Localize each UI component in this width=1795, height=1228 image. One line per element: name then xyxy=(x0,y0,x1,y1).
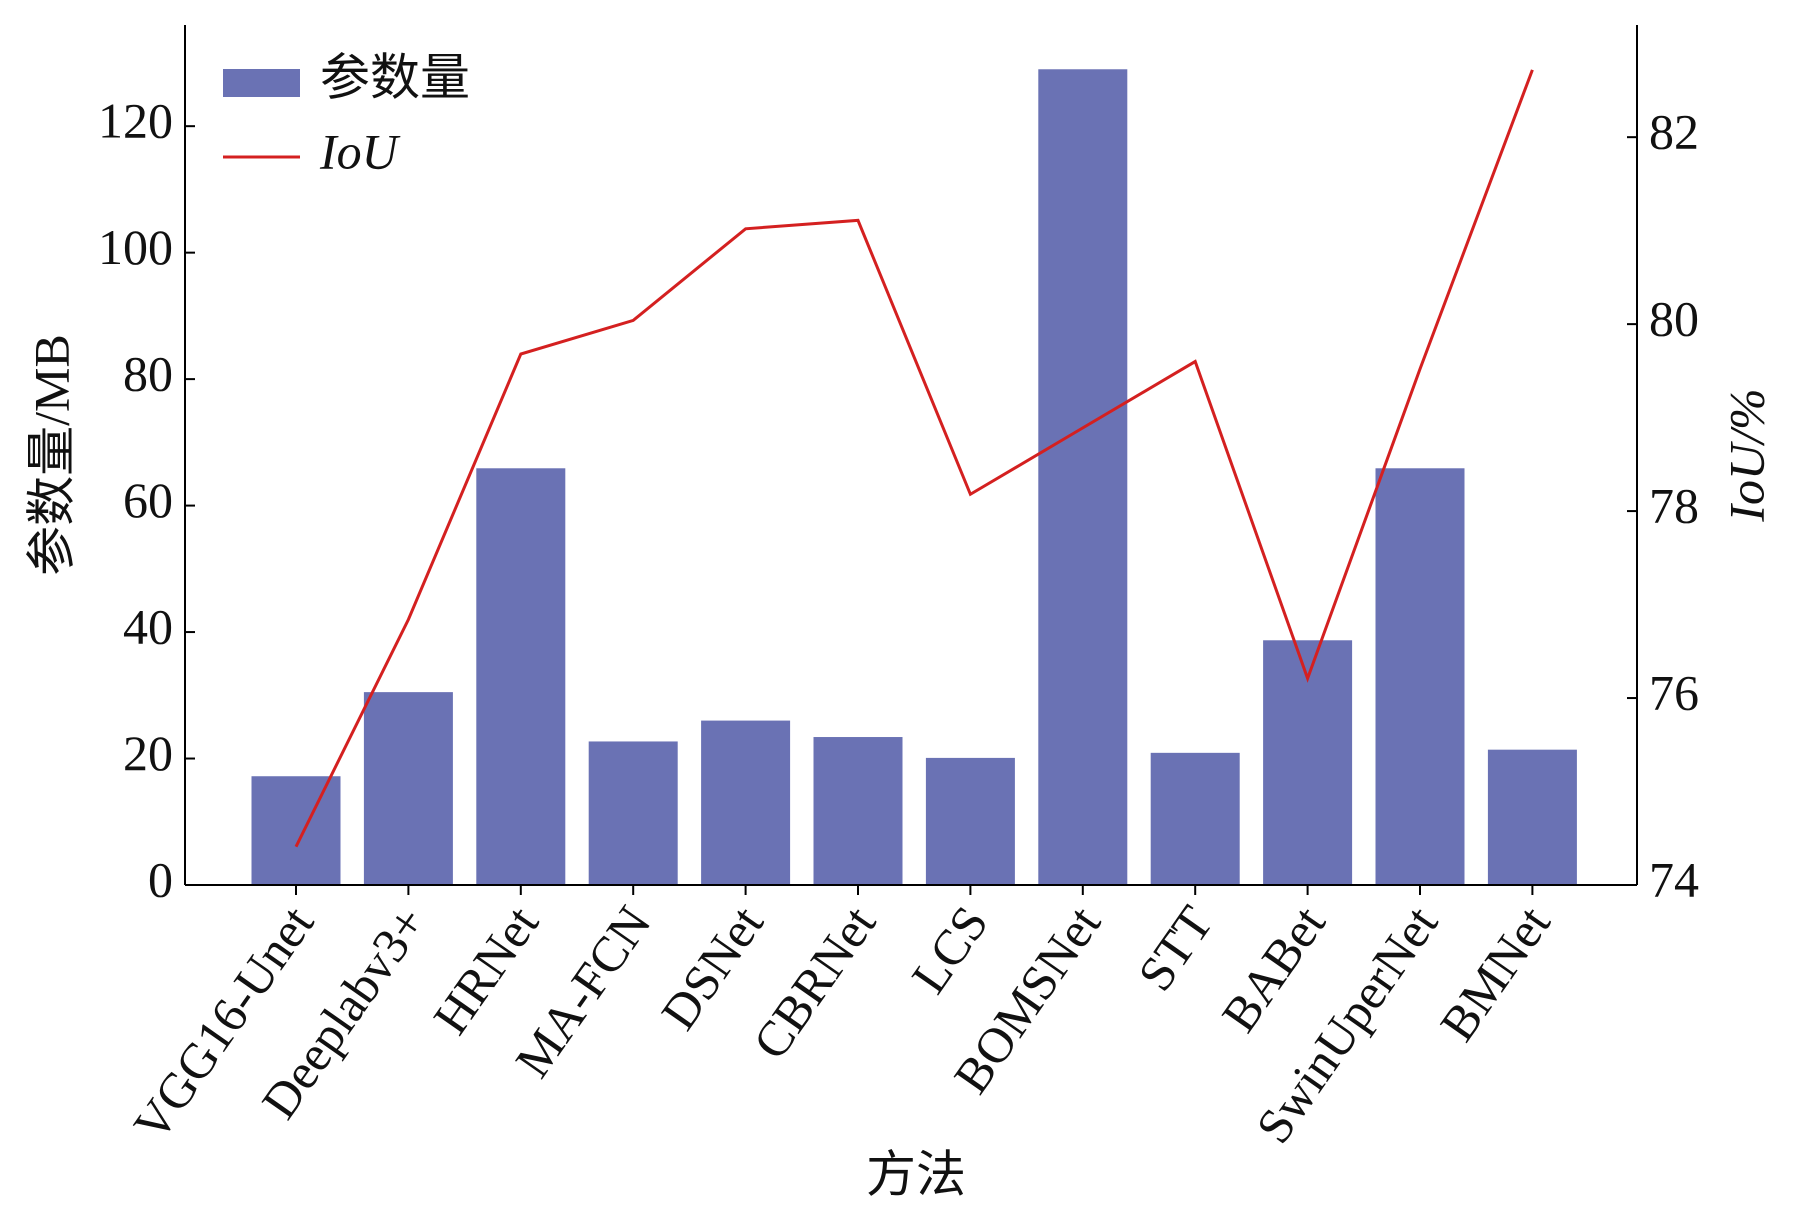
bar xyxy=(1038,69,1128,885)
y-tick-label: 20 xyxy=(123,725,173,781)
bar xyxy=(251,776,341,885)
bar xyxy=(1375,468,1465,885)
y-tick-label: 0 xyxy=(148,851,173,907)
x-tick-label: BMNet xyxy=(1429,896,1561,1051)
x-axis-label: 方法 xyxy=(866,1146,966,1202)
x-tick-label: LCS xyxy=(900,896,998,1003)
bar xyxy=(1150,752,1240,885)
y2-axis-label: IoU/% xyxy=(1718,388,1774,522)
bar xyxy=(588,741,678,885)
bar xyxy=(925,757,1015,885)
y-tick-label: 60 xyxy=(123,472,173,528)
bar xyxy=(813,737,903,885)
y-tick-label: 120 xyxy=(98,93,173,149)
bar xyxy=(363,692,453,885)
bar xyxy=(701,720,791,885)
y2-tick-label: 82 xyxy=(1649,104,1699,160)
y-tick-label: 80 xyxy=(123,346,173,402)
bar xyxy=(476,468,566,885)
y2-tick-label: 74 xyxy=(1649,851,1699,907)
legend-label: IoU xyxy=(319,123,401,179)
bar xyxy=(1487,749,1577,885)
y-axis-label: 参数量/MB xyxy=(23,334,79,576)
y-tick-label: 40 xyxy=(123,599,173,655)
legend-swatch xyxy=(223,69,300,97)
y2-tick-label: 80 xyxy=(1649,291,1699,347)
y-tick-label: 100 xyxy=(98,219,173,275)
legend-label: 参数量 xyxy=(320,49,470,105)
x-tick-label: STT xyxy=(1127,896,1224,1001)
y2-tick-label: 78 xyxy=(1649,478,1699,534)
y2-tick-label: 76 xyxy=(1649,665,1699,721)
line xyxy=(294,69,1534,848)
